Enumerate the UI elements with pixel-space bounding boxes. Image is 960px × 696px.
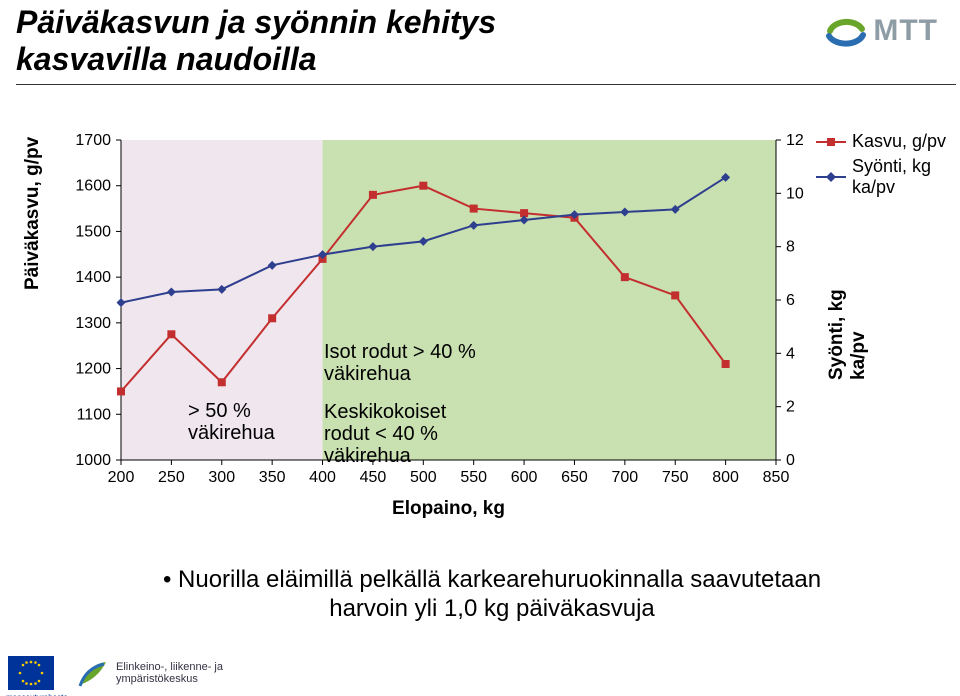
svg-text:8: 8	[786, 239, 795, 256]
svg-text:800: 800	[712, 469, 739, 486]
svg-text:350: 350	[259, 469, 286, 486]
svg-text:1600: 1600	[75, 178, 111, 195]
svg-text:10: 10	[786, 185, 804, 202]
annotation-isot-rodut: Isot rodut > 40 % väkirehua	[324, 341, 476, 385]
chart-svg: 1000 1100 1200 1300 1400 1500 1600 1700 0 2 4 6 8 10 1…	[16, 85, 956, 535]
svg-text:1500: 1500	[75, 223, 111, 240]
svg-text:2: 2	[786, 399, 795, 416]
chart-legend: Kasvu, g/pv Syönti, kg ka/pv	[816, 131, 956, 202]
title-line2: kasvavilla naudoilla	[16, 41, 317, 77]
y-axis-left-label: Päiväkasvu, g/pv	[22, 137, 44, 290]
svg-text:6: 6	[786, 292, 795, 309]
svg-text:200: 200	[108, 469, 135, 486]
svg-text:1700: 1700	[75, 132, 111, 149]
svg-text:1300: 1300	[75, 315, 111, 332]
annotation-left-zone: > 50 % väkirehua	[188, 400, 275, 444]
svg-text:4: 4	[786, 345, 795, 362]
title-line1: Päiväkasvun ja syönnin kehitys	[16, 4, 496, 40]
svg-text:12: 12	[786, 132, 804, 149]
note-line1: Nuorilla eläimillä pelkällä karkearehuru…	[178, 566, 821, 593]
svg-text:650: 650	[561, 469, 588, 486]
note-line2: harvoin yli 1,0 kg päiväkasvuja	[329, 595, 655, 622]
eu-flag-icon: maaseuturahasto	[8, 656, 62, 690]
svg-text:400: 400	[309, 469, 336, 486]
mtt-logo: MTT	[825, 10, 938, 52]
svg-text:0: 0	[786, 452, 795, 469]
ely-logo: Elinkeino-, liikenne- ja ympäristökeskus	[76, 656, 223, 690]
annotation-keskikokoiset: Keskikokoiset rodut < 40 % väkirehua	[324, 401, 446, 467]
svg-text:700: 700	[611, 469, 638, 486]
slide-title: Päiväkasvun ja syönnin kehitys kasvavill…	[16, 4, 496, 78]
page-root: Päiväkasvun ja syönnin kehitys kasvavill…	[0, 0, 960, 696]
bullet-note: Nuorilla eläimillä pelkällä karkearehuru…	[72, 566, 912, 624]
legend-label: Syönti, kg ka/pv	[852, 156, 956, 198]
footer-logos: maaseuturahasto Elinkeino-, liikenne- ja…	[8, 656, 223, 690]
svg-text:450: 450	[360, 469, 387, 486]
legend-label: Kasvu, g/pv	[852, 131, 946, 152]
svg-text:300: 300	[208, 469, 235, 486]
svg-text:850: 850	[763, 469, 790, 486]
svg-text:1000: 1000	[75, 452, 111, 469]
svg-text:1200: 1200	[75, 361, 111, 378]
svg-text:550: 550	[460, 469, 487, 486]
svg-text:600: 600	[511, 469, 538, 486]
x-axis-label: Elopaino, kg	[121, 498, 776, 520]
mtt-globe-icon	[825, 10, 867, 52]
legend-item: Kasvu, g/pv	[816, 131, 956, 152]
ely-leaf-icon	[76, 656, 110, 690]
svg-text:500: 500	[410, 469, 437, 486]
mtt-logo-text: MTT	[873, 14, 938, 48]
svg-text:1400: 1400	[75, 269, 111, 286]
chart-container: Päiväkasvu ja syönti 1000110012001300140…	[16, 84, 956, 535]
svg-text:1100: 1100	[77, 406, 112, 423]
legend-item: Syönti, kg ka/pv	[816, 156, 956, 198]
square-marker-icon	[816, 135, 846, 149]
diamond-marker-icon	[816, 170, 846, 184]
ely-line1: Elinkeino-, liikenne- ja	[116, 661, 223, 673]
y-axis-right-label: Syönti, kg ka/pv	[826, 250, 870, 380]
svg-text:250: 250	[158, 469, 185, 486]
svg-text:750: 750	[662, 469, 689, 486]
ely-line2: ympäristökeskus	[116, 673, 198, 685]
